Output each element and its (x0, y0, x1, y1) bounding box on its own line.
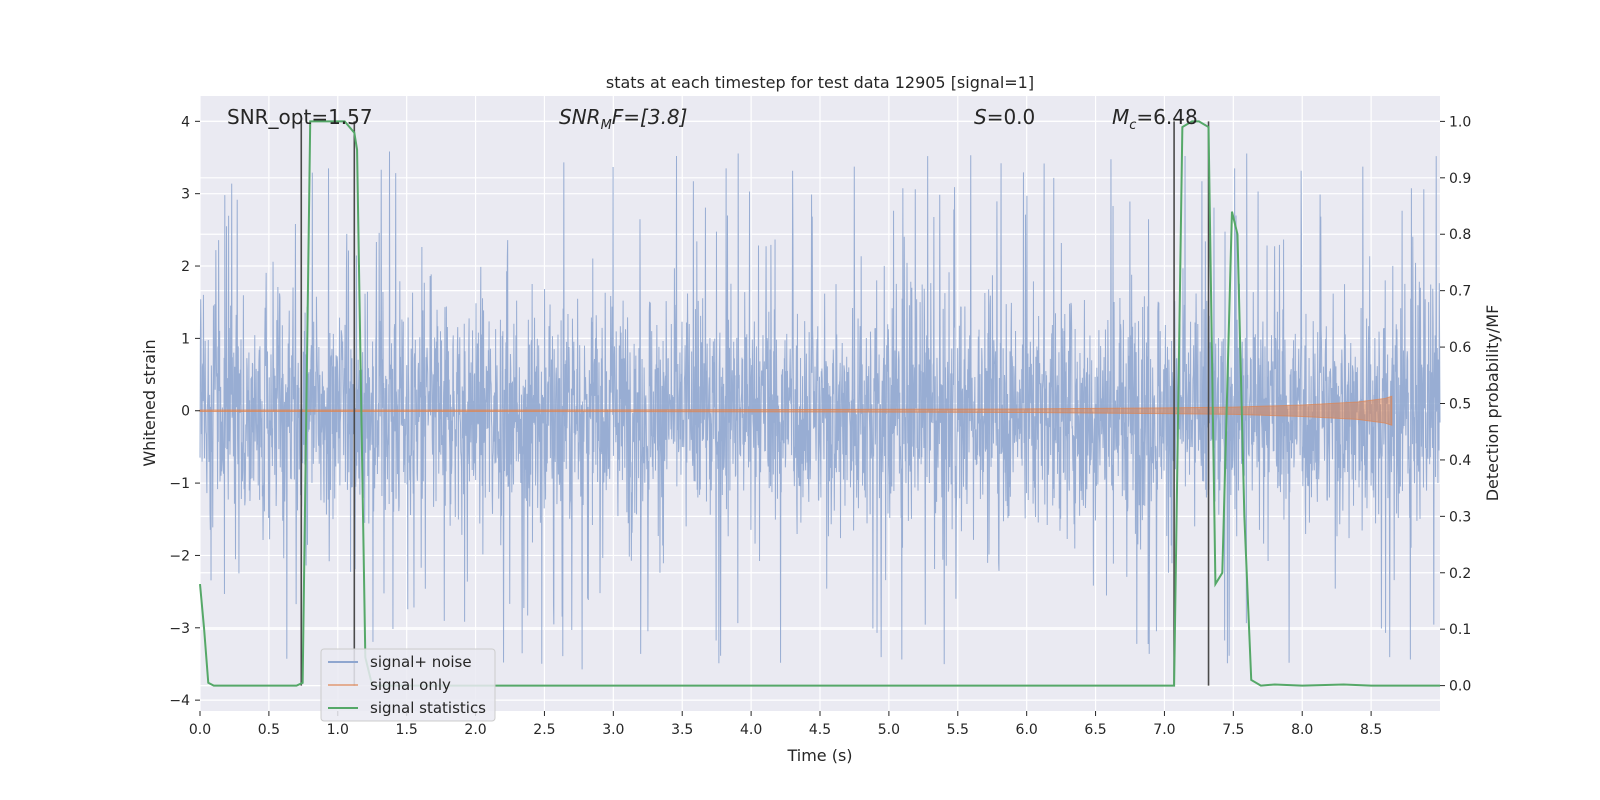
y-tick-label-left: 4 (181, 114, 190, 130)
x-tick-label: 6.0 (1016, 722, 1038, 738)
x-tick-labels: 0.0 0.5 1.0 1.5 2.0 2.5 3.0 3.5 4.0 4.5 5.0 5.5 6.0 6… (189, 711, 1382, 738)
signal-band (199, 395, 1393, 426)
y-tick-label-right: 0.7 (1449, 284, 1471, 300)
x-tick-label: 6.5 (1084, 722, 1106, 738)
y-tick-label-right: 0.0 (1449, 679, 1471, 695)
y-tick-label-left: −4 (169, 693, 190, 709)
x-tick-label: 0.5 (258, 722, 280, 738)
x-tick-label: 1.5 (396, 722, 418, 738)
annotation-snr-mf: SNRMF=[3.8] (559, 105, 687, 133)
y-axis-label-left: Whitened strain (140, 339, 159, 466)
y-tick-label-right: 0.3 (1449, 509, 1471, 525)
y-tick-label-left: 1 (181, 331, 190, 347)
y-tick-label-right: 0.9 (1449, 171, 1471, 187)
x-tick-label: 5.5 (947, 722, 969, 738)
annotation-s: S=0.0 (974, 105, 1035, 129)
x-tick-label: 2.0 (464, 722, 486, 738)
y-tick-label-right: 0.6 (1449, 340, 1471, 356)
x-tick-label: 5.0 (878, 722, 900, 738)
y-tick-labels-left: 4 3 2 1 0 −1 −2 −3 −4 (169, 114, 200, 709)
stats-series (199, 120, 1440, 687)
y-tick-label-left: −1 (169, 476, 190, 492)
legend-label-stats: signal statistics (370, 699, 486, 717)
legend-label-noise: signal+ noise (370, 653, 472, 671)
x-tick-label: 0.0 (189, 722, 211, 738)
x-tick-label: 7.5 (1222, 722, 1244, 738)
annotation-mc: Mc=6.48 (1112, 105, 1198, 133)
y-tick-label-right: 0.8 (1449, 227, 1471, 243)
signal-series (199, 395, 1393, 426)
y-tick-label-right: 1.0 (1449, 114, 1471, 130)
y-tick-label-left: 0 (181, 404, 190, 420)
x-tick-label: 3.5 (671, 722, 693, 738)
legend: signal+ noise signal only signal statist… (320, 648, 496, 722)
y-tick-label-right: 0.1 (1449, 622, 1471, 638)
x-tick-label: 1.0 (327, 722, 349, 738)
y-tick-label-left: −3 (169, 621, 190, 637)
y-axis-label-right: Detection probability/MF (1483, 305, 1502, 502)
legend-box (320, 648, 496, 722)
stats-line (199, 120, 1440, 687)
noise-trace (199, 151, 1441, 670)
annotation-snr-opt: SNR_opt=1.57 (227, 105, 373, 129)
x-axis-label: Time (s) (786, 746, 852, 765)
noise-series (199, 151, 1441, 670)
x-tick-label: 7.0 (1153, 722, 1175, 738)
x-tick-label: 3.0 (602, 722, 624, 738)
y-tick-label-right: 0.5 (1449, 397, 1471, 413)
x-tick-label: 8.0 (1291, 722, 1313, 738)
x-tick-label: 4.5 (809, 722, 831, 738)
x-tick-label: 2.5 (533, 722, 555, 738)
vertical-markers (300, 121, 1210, 686)
y-tick-label-left: −2 (169, 548, 190, 564)
x-tick-label: 8.5 (1360, 722, 1382, 738)
legend-label-signal: signal only (370, 676, 451, 694)
y-tick-label-right: 0.4 (1449, 453, 1471, 469)
y-tick-label-left: 2 (181, 259, 190, 275)
y-tick-labels-right: 1.0 0.9 0.8 0.7 0.6 0.5 0.4 0.3 0.2 0.1 0.0 (1440, 114, 1471, 695)
x-tick-label: 4.0 (740, 722, 762, 738)
chart-title: stats at each timestep for test data 129… (606, 73, 1034, 92)
y-tick-label-left: 3 (181, 187, 190, 203)
y-tick-label-right: 0.2 (1449, 566, 1471, 582)
